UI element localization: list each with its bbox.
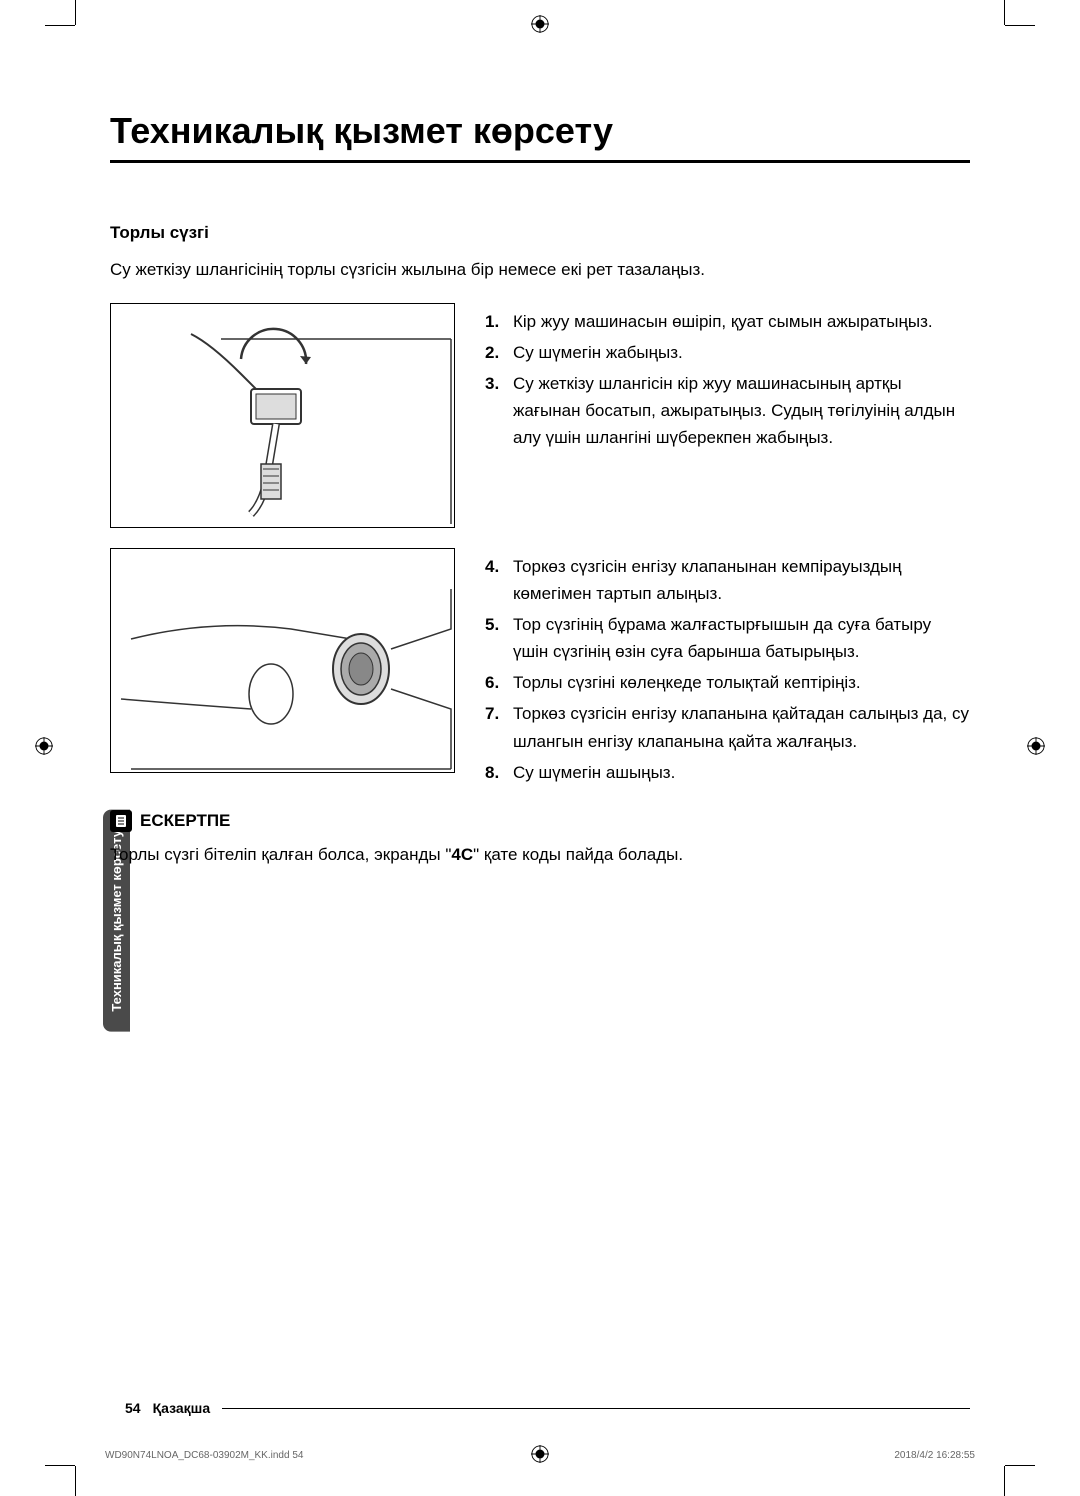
- step-text: Торлы сүзгіні көлеңкеде толықтай кептірі…: [513, 669, 970, 696]
- page-title: Техникалық қызмет көрсету: [110, 110, 970, 152]
- step-item: 4. Торкөз сүзгісін енгізу клапанынан кем…: [485, 553, 970, 607]
- step-item: 3. Су жеткізу шлангісін кір жуу машинасы…: [485, 370, 970, 452]
- note-error-code: 4C: [451, 845, 473, 864]
- section-title: Торлы сүзгі: [110, 223, 970, 243]
- step-text: Кір жуу машинасын өшіріп, қуат сымын ажы…: [513, 308, 970, 335]
- step-number: 7.: [485, 700, 513, 754]
- step-item: 2. Су шүмегін жабыңыз.: [485, 339, 970, 366]
- step-number: 5.: [485, 611, 513, 665]
- footer-language: Қазақша: [153, 1400, 211, 1416]
- note-prefix: Торлы сүзгі бітеліп қалған болса, экранд…: [110, 845, 451, 864]
- step-item: 7. Торкөз сүзгісін енгізу клапанына қайт…: [485, 700, 970, 754]
- step-item: 1. Кір жуу машинасын өшіріп, қуат сымын …: [485, 308, 970, 335]
- note-suffix: " қате коды пайда болады.: [473, 845, 683, 864]
- page-number: 54: [125, 1400, 141, 1416]
- step-item: 5. Тор сүзгінің бұрама жалғастырғышын да…: [485, 611, 970, 665]
- step-text: Торкөз сүзгісін енгізу клапанына қайтада…: [513, 700, 970, 754]
- content-row-1: 1. Кір жуу машинасын өшіріп, қуат сымын …: [110, 303, 970, 528]
- step-text: Су шүмегін ашыңыз.: [513, 759, 970, 786]
- step-number: 3.: [485, 370, 513, 452]
- step-text: Су жеткізу шлангісін кір жуу машинасының…: [513, 370, 970, 452]
- title-underline: [110, 160, 970, 163]
- note-icon: [110, 810, 132, 832]
- print-timestamp: 2018/4/2 16:28:55: [894, 1450, 975, 1461]
- print-info: WD90N74LNOA_DC68-03902M_KK.indd 54 2018/…: [105, 1450, 975, 1461]
- footer-line: [222, 1408, 970, 1409]
- page-container: Техникалық қызмет көрсету Торлы сүзгі Су…: [0, 0, 1080, 1491]
- step-text: Су шүмегін жабыңыз.: [513, 339, 970, 366]
- illustration-hose-disconnect: [110, 303, 455, 528]
- note-section: ЕСКЕРТПЕ Торлы сүзгі бітеліп қалған болс…: [110, 810, 970, 868]
- step-number: 8.: [485, 759, 513, 786]
- intro-text: Су жеткізу шлангісінің торлы сүзгісін жы…: [110, 257, 970, 283]
- content-row-2: 4. Торкөз сүзгісін енгізу клапанынан кем…: [110, 548, 970, 791]
- step-item: 8. Су шүмегін ашыңыз.: [485, 759, 970, 786]
- steps-list-2: 4. Торкөз сүзгісін енгізу клапанынан кем…: [485, 548, 970, 791]
- note-header: ЕСКЕРТПЕ: [110, 810, 970, 832]
- step-number: 4.: [485, 553, 513, 607]
- page-footer: 54 Қазақша: [125, 1400, 970, 1416]
- print-filename: WD90N74LNOA_DC68-03902M_KK.indd 54: [105, 1450, 303, 1461]
- step-number: 2.: [485, 339, 513, 366]
- step-text: Тор сүзгінің бұрама жалғастырғышын да су…: [513, 611, 970, 665]
- note-text: Торлы сүзгі бітеліп қалған болса, экранд…: [110, 842, 970, 868]
- steps-list-1: 1. Кір жуу машинасын өшіріп, қуат сымын …: [485, 303, 970, 528]
- step-text: Торкөз сүзгісін енгізу клапанынан кемпір…: [513, 553, 970, 607]
- illustration-filter-remove: [110, 548, 455, 773]
- note-label: ЕСКЕРТПЕ: [140, 811, 230, 831]
- step-number: 1.: [485, 308, 513, 335]
- step-number: 6.: [485, 669, 513, 696]
- step-item: 6. Торлы сүзгіні көлеңкеде толықтай кепт…: [485, 669, 970, 696]
